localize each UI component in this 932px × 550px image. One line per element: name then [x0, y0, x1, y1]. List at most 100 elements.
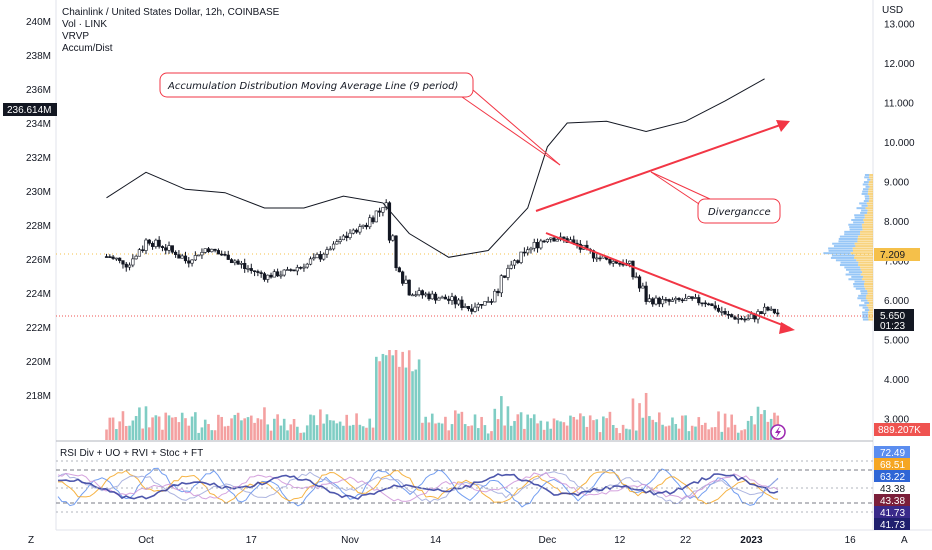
candle-body: [670, 299, 675, 302]
volume-bar: [144, 406, 148, 440]
candle-body: [259, 272, 263, 274]
candle-body: [341, 235, 346, 241]
vrvp-bar-down: [868, 190, 873, 193]
oscillator-title[interactable]: RSI Div + UO + RVI + Stoc + FT: [60, 448, 203, 459]
volume-bar: [286, 430, 289, 440]
candle-body: [647, 298, 652, 302]
candle-body: [733, 316, 737, 320]
volume-bar: [523, 428, 526, 440]
volume-bar: [299, 432, 302, 440]
candle-body: [680, 299, 684, 302]
candle-body: [440, 296, 444, 299]
candle-body: [493, 290, 497, 303]
volume-bar: [539, 420, 543, 440]
vrvp-bar-down: [867, 290, 873, 293]
candle-body: [272, 271, 276, 278]
volume-bar: [562, 422, 566, 440]
volume-bar: [506, 406, 510, 440]
candle-body: [687, 296, 691, 299]
candle-body: [331, 243, 336, 250]
volume-bar: [546, 421, 549, 440]
vrvp-bar-up: [839, 264, 859, 267]
candle-body: [104, 256, 109, 258]
candle-body: [371, 217, 375, 223]
volume-bar: [555, 420, 559, 440]
volume-bar: [671, 417, 674, 440]
candle-body: [328, 248, 332, 251]
chart-legend: Chainlink / United States Dollar, 12h, C…: [62, 7, 280, 54]
candle-body: [555, 239, 559, 242]
callout-divergence[interactable]: Divergancce: [650, 171, 781, 224]
ad-tick-label: 234M: [26, 119, 51, 130]
time-tick-label: Nov: [341, 535, 359, 546]
candle-body: [730, 314, 734, 318]
candle-body: [595, 257, 599, 260]
indicator-volume[interactable]: Vol · LINK: [62, 19, 107, 30]
candle-body: [197, 254, 201, 257]
candle-body: [677, 297, 681, 301]
zoom-icon[interactable]: Z: [28, 535, 34, 546]
volume-bar: [690, 425, 694, 440]
volume-bar: [111, 417, 115, 440]
lightning-icon[interactable]: [770, 424, 786, 440]
volume-bar: [444, 416, 447, 440]
volume-bar: [493, 408, 497, 440]
candle-body: [226, 254, 230, 260]
candle-body: [598, 257, 602, 260]
price-axis[interactable]: 13.000 12.000 11.000 10.000 9.000 8.000 7.000 6…: [884, 20, 915, 426]
volume-bar: [365, 427, 368, 440]
oscillator-badge: [874, 470, 910, 482]
price-tick-label: 6.000: [884, 296, 909, 307]
callout-ad-ma[interactable]: Accumulation Distribution Moving Average…: [159, 72, 561, 166]
volume-bar: [532, 414, 536, 440]
volume-bar: [592, 420, 595, 440]
vrvp-bar-up: [864, 176, 870, 179]
time-axis[interactable]: Oct 17 Nov 14 Dec 12 22 2023 16: [138, 535, 856, 546]
symbol-title[interactable]: Chainlink / United States Dollar, 12h, C…: [62, 7, 280, 18]
volume-bar: [516, 414, 520, 440]
candle-body: [223, 253, 227, 256]
volume-bar: [651, 419, 655, 440]
ad-divergence-trendline[interactable]: [535, 120, 790, 212]
auto-scale-icon[interactable]: A: [901, 535, 908, 546]
volume-bar: [595, 419, 599, 440]
ad-axis[interactable]: 242M240M238M236M234M232M230M228M226M224M…: [26, 0, 51, 402]
indicator-vrvp[interactable]: VRVP: [62, 31, 89, 42]
svg-text:5.650: 5.650: [880, 311, 905, 322]
volume-bar: [404, 367, 408, 440]
price-tick-label: 8.000: [884, 217, 909, 228]
candle-body: [285, 269, 290, 271]
candle-body: [739, 318, 744, 320]
vrvp-bar-down: [866, 304, 873, 307]
candle-body: [276, 271, 280, 277]
candle-body: [503, 275, 507, 278]
vrvp-bar-up: [853, 283, 865, 285]
vrvp-bar-up: [839, 235, 859, 238]
candle-body: [776, 312, 780, 315]
candle-body: [430, 293, 434, 300]
volume-bar: [628, 429, 631, 440]
volume-bar: [375, 356, 378, 440]
candle-body: [509, 264, 513, 269]
volume-bar: [549, 428, 553, 440]
vrvp-bar-down: [864, 285, 873, 288]
volume-bar: [430, 413, 434, 440]
volume-bar: [710, 427, 714, 440]
volume-bar: [161, 429, 164, 440]
candle-body: [473, 306, 477, 312]
volume-bar: [552, 418, 556, 440]
time-tick-label: Oct: [138, 535, 154, 546]
volume-bar: [756, 406, 760, 440]
volume-bar: [378, 361, 381, 440]
price-downtrend-trendline[interactable]: [545, 232, 795, 334]
indicator-accum-dist[interactable]: Accum/Dist: [62, 43, 113, 54]
oscillator-line: [57, 469, 779, 505]
volume-bar: [197, 432, 200, 440]
volume-bar: [138, 407, 141, 440]
candle-body: [183, 255, 188, 262]
candle-body: [693, 297, 698, 299]
volume-bar: [503, 425, 506, 440]
vrvp-bar-up: [867, 178, 871, 181]
candle-body: [466, 306, 471, 310]
